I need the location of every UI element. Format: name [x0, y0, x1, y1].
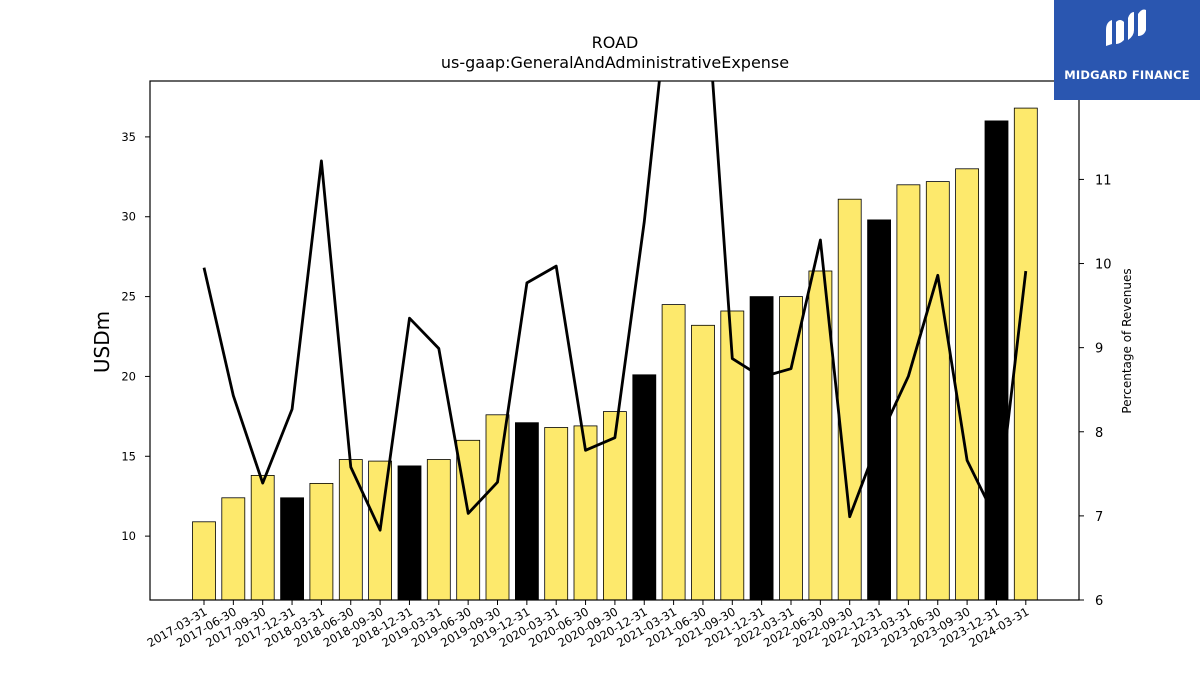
- y2-axis-ticks: 6 7 8 9 10 11: [1079, 173, 1112, 609]
- brand-name: MIDGARD FINANCE: [1064, 68, 1190, 82]
- y-axis-label: USDm: [90, 311, 114, 373]
- bar: [221, 497, 246, 601]
- bar: [749, 296, 774, 601]
- bar: [691, 324, 715, 601]
- y-tick-label: 15: [121, 449, 136, 463]
- chart-subtitle: us-gaap:GeneralAndAdministrativeExpense: [441, 53, 789, 72]
- bar: [397, 465, 422, 601]
- y-tick-label: 25: [121, 290, 136, 304]
- bar: [779, 296, 803, 601]
- bar: [1013, 107, 1038, 601]
- bar: [573, 425, 598, 601]
- plot-frame: [149, 80, 1080, 601]
- line-group: [202, 81, 1028, 532]
- bar: [661, 304, 686, 601]
- y2-tick-label: 8: [1095, 426, 1103, 441]
- y2-tick-label: 6: [1095, 594, 1103, 609]
- y-tick-label: 35: [121, 130, 136, 144]
- y2-axis-label: Percentage of Revenues: [1120, 268, 1134, 413]
- y-tick-label: 30: [121, 210, 136, 224]
- bar: [192, 521, 216, 601]
- y2-tick-label: 11: [1095, 173, 1112, 188]
- bar: [925, 181, 950, 601]
- bar: [280, 497, 305, 601]
- x-axis-ticks: 2017-03-312017-06-302017-09-302017-12-31…: [145, 600, 1031, 650]
- y-tick-label: 10: [121, 529, 136, 543]
- bar: [515, 422, 539, 601]
- bar: [426, 459, 451, 601]
- bar: [309, 482, 334, 601]
- chart-title: ROAD: [592, 33, 639, 52]
- bar: [485, 414, 510, 601]
- bar: [867, 219, 891, 601]
- y2-tick-label: 10: [1095, 258, 1112, 273]
- bar: [984, 120, 1009, 601]
- bar: [632, 374, 657, 601]
- y-tick-label: 20: [121, 369, 136, 383]
- percentage-line: [202, 81, 1028, 532]
- y2-tick-label: 9: [1095, 342, 1103, 357]
- y2-tick-label: 7: [1095, 510, 1103, 525]
- bar: [955, 168, 979, 601]
- y-axis-ticks: 10 15 20 25 30 35: [121, 130, 150, 543]
- brand-logo: MIDGARD FINANCE: [1054, 0, 1200, 100]
- bar: [338, 459, 363, 601]
- bar: [250, 474, 275, 601]
- midgard-logo-icon: [1106, 9, 1146, 46]
- bars-group: [192, 107, 1038, 601]
- bar: [544, 427, 569, 601]
- bar: [837, 198, 862, 601]
